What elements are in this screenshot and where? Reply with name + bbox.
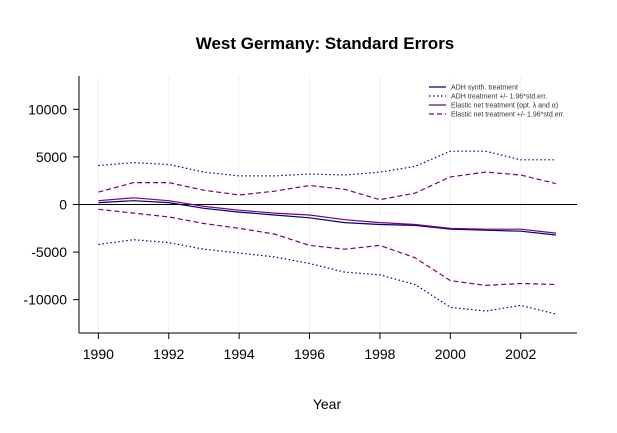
x-tick-label-1994: 1994 (224, 346, 255, 362)
axes: 1990 1992 1994 1996 1998 2000 2002 -10000 -5000 0… (23, 76, 577, 362)
y-tick-label-10000: 10000 (28, 101, 67, 117)
x-tick-label-1996: 1996 (294, 346, 325, 362)
series-line-1 (98, 150, 556, 177)
y-tick-label-0: 0 (59, 197, 67, 213)
series-line-4 (98, 171, 557, 201)
legend: ADH synth. treatment ADH treatment +/- 1.… (429, 85, 565, 119)
y-tick-label--5000: -5000 (31, 244, 67, 260)
x-tick-label-1992: 1992 (153, 346, 184, 362)
y-tick-label-5000: 5000 (36, 149, 67, 165)
series-line-3 (98, 197, 556, 234)
series-line-5 (98, 208, 556, 287)
legend-label-3: Elastic net treatment (opt. λ and α) (451, 103, 558, 110)
series-line-0 (98, 200, 556, 236)
y-tick-label--10000: -10000 (23, 292, 67, 308)
legend-label-4: Elastic net treatment +/- 1.96*std.err. (451, 112, 565, 119)
series-group (79, 150, 577, 315)
x-tick-label-2000: 2000 (435, 346, 466, 362)
x-tick-label-1998: 1998 (364, 346, 395, 362)
series-line-2 (98, 239, 557, 315)
legend-label-0: ADH synth. treatment (451, 85, 518, 92)
x-tick-label-2002: 2002 (505, 346, 536, 362)
chart-title: West Germany: Standard Errors (196, 34, 455, 53)
legend-label-1: ADH treatment +/- 1.96*std.err. (451, 94, 547, 101)
x-axis-label: Year (313, 396, 342, 412)
x-tick-label-1990: 1990 (83, 346, 114, 362)
